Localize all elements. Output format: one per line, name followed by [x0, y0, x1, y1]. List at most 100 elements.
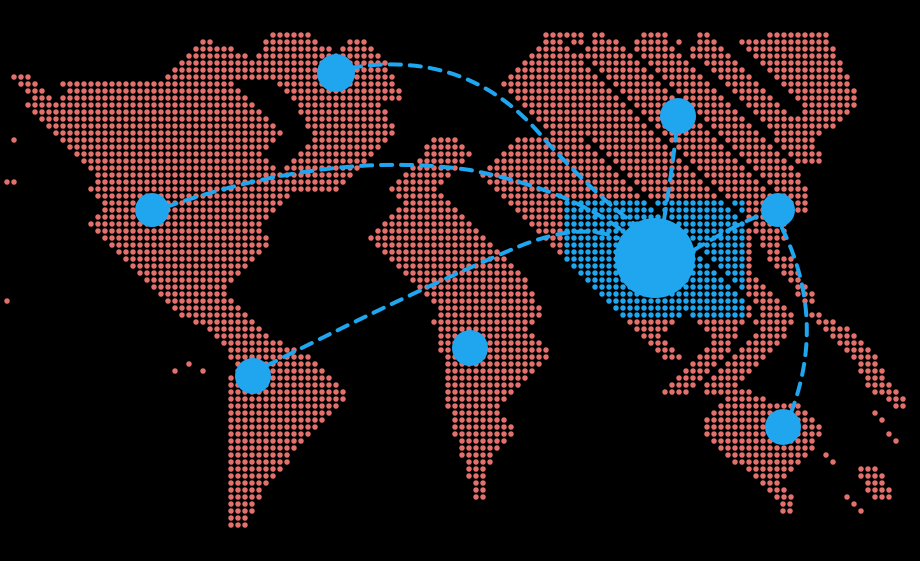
marker-russia[interactable]: Russia	[660, 98, 696, 134]
map-dot	[767, 249, 773, 255]
map-dot	[732, 410, 738, 416]
map-dot	[263, 158, 269, 164]
map-dot	[214, 46, 220, 52]
map-dot	[648, 172, 654, 178]
map-dot	[529, 186, 535, 192]
map-dot	[732, 319, 738, 325]
map-dot	[536, 53, 542, 59]
map-dot	[403, 179, 409, 185]
map-dot	[151, 165, 157, 171]
map-dot	[207, 228, 213, 234]
map-dot-highlighted	[606, 214, 612, 220]
map-dot	[60, 95, 66, 101]
map-dot	[438, 312, 444, 318]
map-dot	[270, 459, 276, 465]
map-dot-highlighted	[620, 312, 626, 318]
map-dot	[60, 102, 66, 108]
map-dot	[151, 123, 157, 129]
map-dot	[228, 207, 234, 213]
marker-australia[interactable]: Australia	[765, 409, 801, 445]
map-dot	[305, 95, 311, 101]
map-dot	[263, 480, 269, 486]
map-dot	[32, 88, 38, 94]
map-dot	[620, 74, 626, 80]
map-dot	[655, 193, 661, 199]
map-dot	[522, 151, 528, 157]
map-dot	[263, 235, 269, 241]
marker-africa[interactable]: Africa	[452, 330, 488, 366]
map-dot	[746, 270, 752, 276]
marker-south-america[interactable]: South America	[235, 358, 271, 394]
map-dot	[88, 158, 94, 164]
map-dot	[620, 102, 626, 108]
marker-greenland[interactable]: Greenland	[317, 54, 355, 92]
map-dot	[739, 137, 745, 143]
map-dot	[179, 130, 185, 136]
map-dot	[438, 214, 444, 220]
map-dot	[249, 417, 255, 423]
map-dot	[172, 172, 178, 178]
map-dot	[263, 445, 269, 451]
map-dot-highlighted	[613, 277, 619, 283]
map-dot	[620, 123, 626, 129]
map-dot	[781, 494, 787, 500]
map-dot	[347, 88, 353, 94]
map-dot	[228, 144, 234, 150]
map-dot	[494, 347, 500, 353]
map-dot	[711, 361, 717, 367]
map-dot	[256, 452, 262, 458]
map-dot	[228, 389, 234, 395]
map-dot	[221, 95, 227, 101]
map-dot	[795, 123, 801, 129]
map-dot	[529, 67, 535, 73]
map-dot	[459, 375, 465, 381]
map-dot	[837, 109, 843, 115]
map-dot	[116, 235, 122, 241]
map-dot	[606, 60, 612, 66]
map-dot	[501, 193, 507, 199]
map-dot	[116, 116, 122, 122]
map-dot	[431, 291, 437, 297]
map-dot	[662, 151, 668, 157]
map-dot	[81, 137, 87, 143]
map-dot-highlighted	[704, 214, 710, 220]
map-dot	[697, 123, 703, 129]
marker-japan[interactable]: Japan	[761, 193, 795, 227]
map-dot	[284, 424, 290, 430]
map-dot-island	[858, 508, 864, 514]
map-dot	[158, 95, 164, 101]
map-dot-highlighted	[606, 256, 612, 262]
map-dot	[158, 81, 164, 87]
map-dot	[851, 102, 857, 108]
map-dot	[522, 102, 528, 108]
map-dot	[130, 81, 136, 87]
map-dot	[228, 515, 234, 521]
map-dot	[634, 158, 640, 164]
map-dot	[802, 207, 808, 213]
map-dot	[179, 74, 185, 80]
map-dot	[263, 242, 269, 248]
map-dot	[284, 417, 290, 423]
map-dot	[683, 81, 689, 87]
map-dot	[676, 165, 682, 171]
map-dot	[480, 473, 486, 479]
map-dot	[242, 515, 248, 521]
map-dot	[88, 137, 94, 143]
map-dot	[508, 158, 514, 164]
marker-north-america[interactable]: North America	[135, 193, 169, 227]
map-dot	[704, 165, 710, 171]
map-dot	[438, 235, 444, 241]
map-dot-island	[893, 389, 899, 395]
map-dot	[536, 81, 542, 87]
map-dot	[284, 438, 290, 444]
marker-china-hub[interactable]: China Hub	[615, 218, 695, 298]
map-dot	[802, 53, 808, 59]
map-dot	[144, 186, 150, 192]
map-dot	[172, 256, 178, 262]
map-dot-highlighted	[711, 270, 717, 276]
map-dot	[123, 214, 129, 220]
map-dot	[228, 438, 234, 444]
map-dot	[326, 158, 332, 164]
map-dot	[144, 130, 150, 136]
map-dot	[781, 319, 787, 325]
